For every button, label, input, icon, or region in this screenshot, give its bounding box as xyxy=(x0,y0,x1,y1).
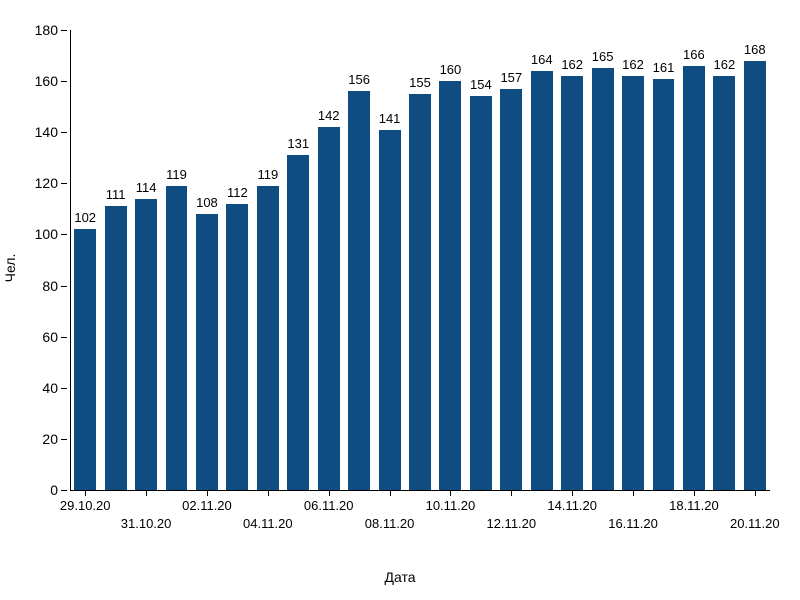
x-tick-label: 12.11.20 xyxy=(486,516,536,531)
bar-value-label: 114 xyxy=(136,180,157,195)
y-tick-label: 100 xyxy=(35,226,58,242)
bar xyxy=(439,81,461,490)
bar xyxy=(318,127,340,490)
x-tick-label: 14.11.20 xyxy=(547,498,597,513)
x-tick-label: 31.10.20 xyxy=(121,516,172,531)
y-tick-mark xyxy=(61,286,67,287)
bar xyxy=(683,66,705,490)
plot-area: 102 111 114 119 108 112 119 131 142 156 141 155 160 1… xyxy=(70,30,770,490)
bar xyxy=(74,229,96,490)
x-tick-mark xyxy=(511,490,512,496)
x-tick-mark xyxy=(572,490,573,496)
bar-value-label: 166 xyxy=(683,47,705,62)
bar-value-label: 111 xyxy=(106,187,126,202)
x-tick-mark xyxy=(694,490,695,496)
bar-value-label: 142 xyxy=(318,108,340,123)
bar-value-label: 141 xyxy=(379,111,401,126)
bar-value-label: 162 xyxy=(713,57,735,72)
y-tick-label: 160 xyxy=(35,73,58,89)
bar-value-label: 162 xyxy=(622,57,644,72)
bar xyxy=(379,130,401,490)
bar xyxy=(592,68,614,490)
bar-value-label: 162 xyxy=(561,57,583,72)
y-tick-mark xyxy=(61,183,67,184)
x-tick-mark xyxy=(450,490,451,496)
bar xyxy=(531,71,553,490)
bar xyxy=(348,91,370,490)
chart-container: 0 20 40 60 80 100 120 140 160 180 Чел. Дата 102 11… xyxy=(0,0,800,600)
x-tick-label: 02.11.20 xyxy=(182,498,232,513)
bar xyxy=(470,96,492,490)
x-tick-label: 10.11.20 xyxy=(426,498,476,513)
bars-group: 102 111 114 119 108 112 119 131 142 156 141 155 160 1… xyxy=(70,30,770,490)
y-tick-label: 20 xyxy=(42,431,58,447)
bar-value-label: 119 xyxy=(166,167,187,182)
y-tick-mark xyxy=(61,234,67,235)
bar xyxy=(166,186,188,490)
bar xyxy=(409,94,431,490)
bar xyxy=(500,89,522,490)
bar xyxy=(257,186,279,490)
x-tick-label: 08.11.20 xyxy=(365,516,415,531)
y-tick-mark xyxy=(61,490,67,491)
x-tick-mark xyxy=(329,490,330,496)
y-tick-label: 140 xyxy=(35,124,58,140)
bar-value-label: 164 xyxy=(531,52,553,67)
x-tick-mark xyxy=(146,490,147,496)
y-tick-mark xyxy=(61,81,67,82)
x-axis-title: Дата xyxy=(384,569,415,585)
bar-value-label: 161 xyxy=(653,60,675,75)
x-tick-label: 06.11.20 xyxy=(304,498,354,513)
x-tick-label: 04.11.20 xyxy=(243,516,293,531)
bar-value-label: 160 xyxy=(440,62,462,77)
y-tick-label: 60 xyxy=(42,329,58,345)
bar-value-label: 131 xyxy=(287,136,309,151)
y-tick-label: 0 xyxy=(50,482,58,498)
x-tick-mark xyxy=(633,490,634,496)
bar-value-label: 112 xyxy=(227,185,248,200)
bar xyxy=(226,204,248,490)
bar-value-label: 168 xyxy=(744,42,766,57)
bar-value-label: 157 xyxy=(500,70,522,85)
x-tick-label: 18.11.20 xyxy=(669,498,719,513)
x-tick-label: 20.11.20 xyxy=(730,516,780,531)
y-tick-label: 80 xyxy=(42,278,58,294)
bar-value-label: 165 xyxy=(592,49,614,64)
y-axis-title: Чел. xyxy=(2,254,18,283)
x-tick-label: 16.11.20 xyxy=(608,516,658,531)
y-tick-mark xyxy=(61,337,67,338)
bar xyxy=(622,76,644,490)
x-tick-mark xyxy=(85,490,86,496)
y-tick-label: 120 xyxy=(35,175,58,191)
x-tick-mark xyxy=(207,490,208,496)
bar xyxy=(713,76,735,490)
bar xyxy=(744,61,766,490)
y-tick-mark xyxy=(61,388,67,389)
x-tick-label: 29.10.20 xyxy=(60,498,111,513)
bar xyxy=(561,76,583,490)
y-tick-label: 180 xyxy=(35,22,58,38)
x-axis-line xyxy=(70,490,770,491)
bar-value-label: 108 xyxy=(196,195,218,210)
bar-value-label: 155 xyxy=(409,75,431,90)
bar xyxy=(653,79,675,490)
bar xyxy=(287,155,309,490)
y-tick-label: 40 xyxy=(42,380,58,396)
y-tick-mark xyxy=(61,132,67,133)
bar-value-label: 119 xyxy=(257,167,278,182)
y-tick-mark xyxy=(61,439,67,440)
x-tick-mark xyxy=(268,490,269,496)
bar xyxy=(105,206,127,490)
bar xyxy=(196,214,218,490)
x-tick-mark xyxy=(390,490,391,496)
bar-value-label: 102 xyxy=(74,210,96,225)
bar-value-label: 154 xyxy=(470,77,492,92)
x-tick-mark xyxy=(755,490,756,496)
y-tick-mark xyxy=(61,30,67,31)
bar xyxy=(135,199,157,490)
bar-value-label: 156 xyxy=(348,72,370,87)
